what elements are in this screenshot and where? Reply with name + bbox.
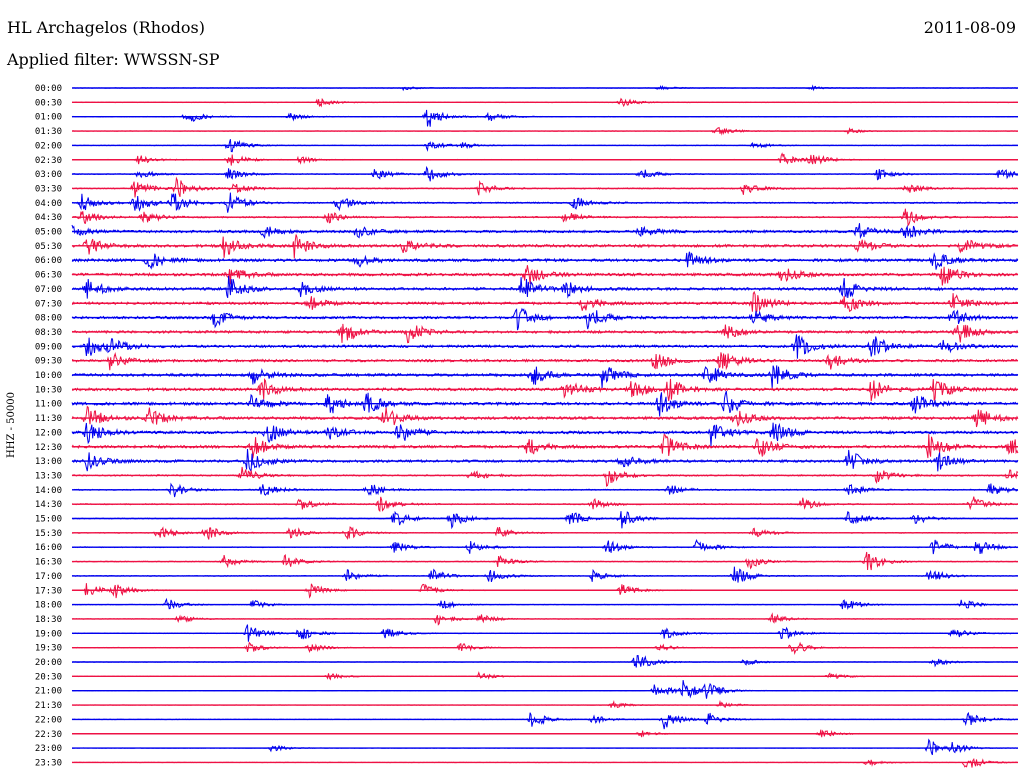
seismic-trace bbox=[71, 307, 1019, 331]
plot-date: 2011-08-09 bbox=[923, 18, 1016, 37]
seismic-trace bbox=[71, 758, 1019, 768]
seismic-trace bbox=[71, 466, 1019, 487]
time-tick-label: 22:30 bbox=[35, 730, 62, 740]
time-tick-label: 09:00 bbox=[35, 342, 62, 352]
time-tick-label: 02:30 bbox=[35, 156, 62, 166]
time-tick-label: 14:30 bbox=[35, 500, 62, 510]
time-tick-label: 14:00 bbox=[35, 486, 62, 496]
time-tick-label: 03:30 bbox=[35, 184, 62, 194]
seismic-trace bbox=[72, 738, 1019, 756]
time-tick-label: 20:00 bbox=[35, 658, 62, 668]
time-tick-label: 16:30 bbox=[35, 558, 62, 568]
time-tick-label: 21:30 bbox=[35, 701, 62, 711]
time-tick-label: 05:30 bbox=[35, 242, 62, 252]
station-title: HL Archagelos (Rhodos) bbox=[7, 18, 205, 37]
time-tick-label: 02:00 bbox=[35, 141, 62, 151]
time-tick-label: 07:30 bbox=[35, 299, 62, 309]
seismic-trace bbox=[71, 448, 1019, 473]
time-tick-label: 17:00 bbox=[35, 572, 62, 582]
time-tick-label: 13:00 bbox=[35, 457, 62, 467]
time-tick-label: 13:30 bbox=[35, 471, 62, 481]
time-tick-label: 06:00 bbox=[35, 256, 62, 266]
time-tick-label: 04:30 bbox=[35, 213, 62, 223]
time-tick-label: 00:00 bbox=[35, 84, 62, 94]
seismic-trace bbox=[71, 275, 1019, 299]
time-tick-label: 11:00 bbox=[35, 400, 62, 410]
time-tick-label: 19:30 bbox=[35, 644, 62, 654]
time-tick-label: 18:30 bbox=[35, 615, 62, 625]
time-tick-label: 01:30 bbox=[35, 127, 62, 137]
time-tick-label: 01:00 bbox=[35, 113, 62, 123]
seismic-trace bbox=[71, 223, 1019, 240]
time-tick-label: 16:00 bbox=[35, 543, 62, 553]
time-tick-label: 09:30 bbox=[35, 357, 62, 367]
time-tick-label: 06:30 bbox=[35, 271, 62, 281]
seismic-trace bbox=[71, 365, 1019, 389]
time-tick-label: 22:00 bbox=[35, 715, 62, 725]
seismic-trace bbox=[71, 680, 1019, 699]
time-tick-label: 23:00 bbox=[35, 744, 62, 754]
time-tick-label: 19:00 bbox=[35, 629, 62, 639]
filter-label: Applied filter: WWSSN-SP bbox=[7, 50, 220, 69]
seismic-trace bbox=[71, 265, 1019, 286]
seismic-trace bbox=[71, 405, 1019, 428]
time-tick-label: 15:30 bbox=[35, 529, 62, 539]
seismic-trace bbox=[71, 566, 1019, 583]
time-tick-label: 08:30 bbox=[35, 328, 62, 338]
time-tick-label: 10:30 bbox=[35, 385, 62, 395]
seismic-trace bbox=[71, 109, 1018, 127]
seismic-trace bbox=[71, 422, 1018, 447]
time-tick-label: 12:00 bbox=[35, 428, 62, 438]
time-tick-label: 15:00 bbox=[35, 515, 62, 525]
time-tick-label: 20:30 bbox=[35, 672, 62, 682]
time-tick-label: 00:30 bbox=[35, 98, 62, 108]
time-tick-label: 12:30 bbox=[35, 443, 62, 453]
time-tick-label: 21:00 bbox=[35, 687, 62, 697]
time-tick-label: 08:00 bbox=[35, 314, 62, 324]
time-tick-label: 18:00 bbox=[35, 601, 62, 611]
time-tick-label: 10:00 bbox=[35, 371, 62, 381]
time-tick-label: 03:00 bbox=[35, 170, 62, 180]
time-tick-label: 05:00 bbox=[35, 228, 62, 238]
seismic-trace bbox=[71, 390, 1019, 417]
seismic-trace bbox=[71, 510, 1018, 530]
seismic-trace bbox=[71, 711, 1018, 730]
time-tick-label: 07:00 bbox=[35, 285, 62, 295]
seismic-trace bbox=[71, 290, 1019, 315]
time-tick-label: 17:30 bbox=[35, 586, 62, 596]
time-tick-label: 11:30 bbox=[35, 414, 62, 424]
time-tick-label: 23:30 bbox=[35, 758, 62, 768]
time-tick-label: 04:00 bbox=[35, 199, 62, 209]
